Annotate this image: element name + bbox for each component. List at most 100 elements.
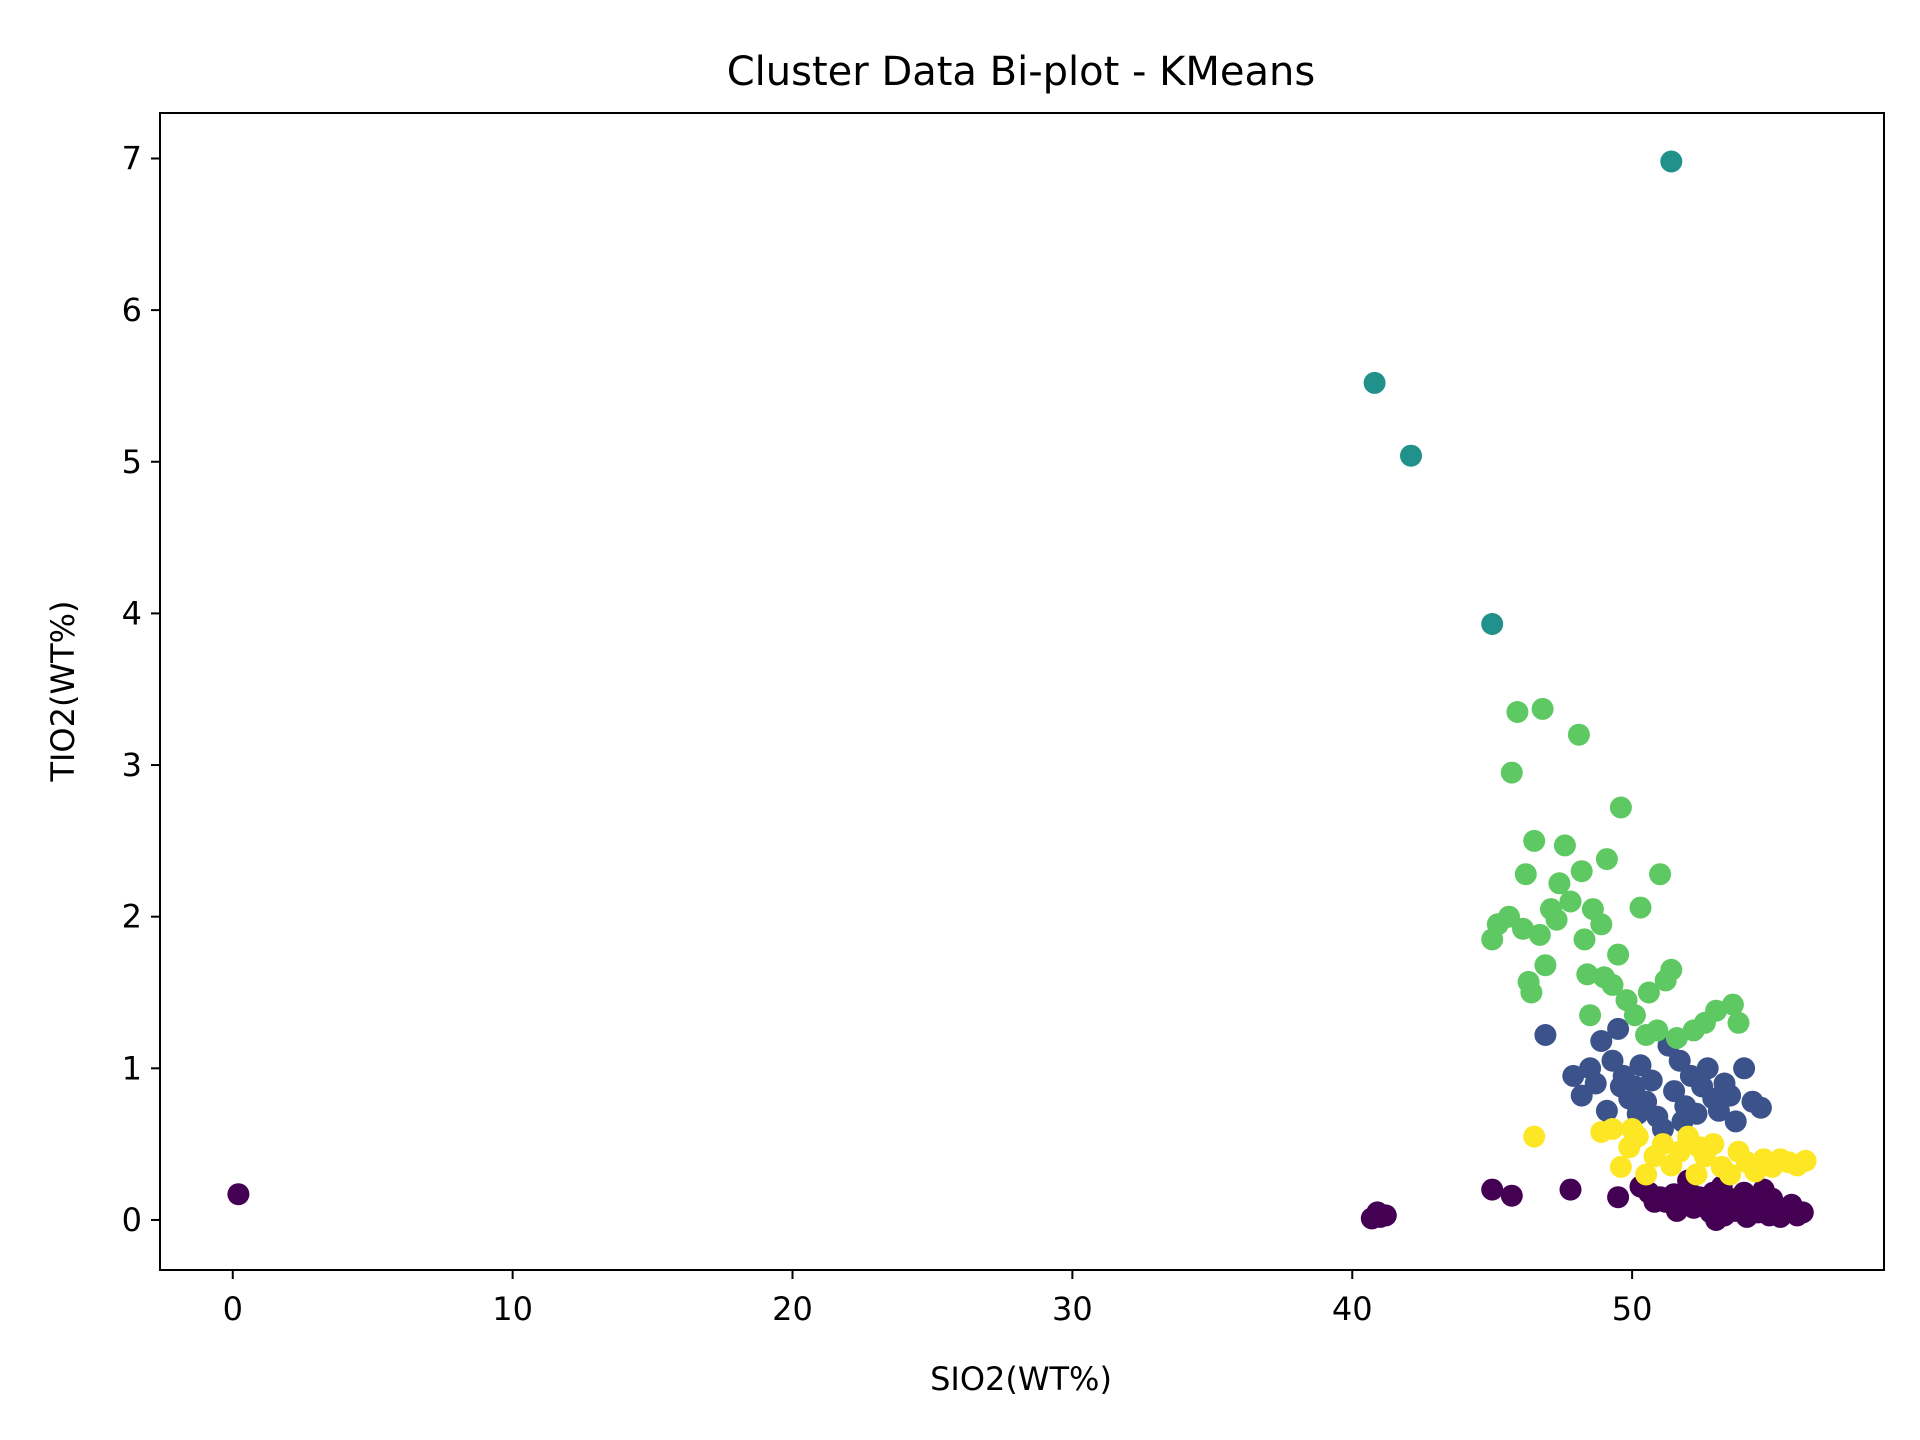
data-point-cluster-1 (1629, 1054, 1652, 1077)
data-point-cluster-4 (1523, 1125, 1546, 1148)
data-point-cluster-1 (1595, 1099, 1618, 1122)
data-point-cluster-0 (1791, 1201, 1814, 1224)
data-point-cluster-3 (1570, 860, 1593, 883)
data-point-cluster-3 (1512, 917, 1534, 940)
data-point-cluster-4 (1688, 1136, 1711, 1159)
data-point-cluster-4 (1685, 1163, 1708, 1186)
y-axis-ticks: 0 1 2 3 4 5 6 7 (122, 139, 160, 1239)
x-tick-label: 40 (1332, 1290, 1373, 1328)
data-point-cluster-4 (1719, 1163, 1742, 1186)
data-point-cluster-4 (1609, 1155, 1632, 1178)
data-point-cluster-0 (1481, 1178, 1504, 1201)
data-point-cluster-4 (1621, 1118, 1644, 1140)
plot-area-frame (159, 112, 1885, 1271)
chart-title: Cluster Data Bi-plot - KMeans (727, 49, 1315, 95)
y-tick-label: 0 (122, 1201, 142, 1239)
data-point-cluster-1 (1724, 1110, 1747, 1133)
data-point-cluster-3 (1559, 890, 1582, 913)
data-point-cluster-1 (1601, 1049, 1624, 1072)
data-point-cluster-0 (1559, 1178, 1582, 1201)
data-point-cluster-1 (1719, 1084, 1742, 1107)
data-point-cluster-3 (1665, 1027, 1688, 1049)
data-point-cluster-4 (1794, 1149, 1817, 1172)
data-point-cluster-1 (1590, 1030, 1613, 1052)
data-point-cluster-3 (1635, 1024, 1658, 1046)
data-point-cluster-2 (1363, 371, 1386, 394)
data-point-cluster-2 (1660, 150, 1683, 173)
data-point-cluster-3 (1553, 834, 1576, 857)
data-point-cluster-3 (1607, 943, 1630, 966)
data-point-cluster-1 (1640, 1069, 1663, 1092)
data-point-cluster-1 (1534, 1024, 1557, 1046)
y-tick-label: 1 (122, 1049, 142, 1087)
data-point-cluster-1 (1733, 1057, 1756, 1080)
data-point-cluster-0 (1733, 1181, 1756, 1204)
data-point-cluster-3 (1637, 981, 1660, 1004)
data-point-cluster-3 (1548, 872, 1571, 895)
data-point-cluster-3 (1629, 896, 1652, 919)
x-tick-label: 10 (492, 1290, 533, 1328)
x-tick-label: 50 (1612, 1290, 1653, 1328)
data-point-cluster-3 (1595, 848, 1618, 871)
data-point-cluster-1 (1707, 1099, 1730, 1122)
data-point-cluster-1 (1749, 1096, 1772, 1119)
y-tick-label: 7 (122, 139, 142, 177)
data-point-cluster-0 (227, 1183, 250, 1206)
data-point-cluster-4 (1601, 1118, 1624, 1140)
data-point-cluster-3 (1545, 908, 1568, 931)
data-point-cluster-0 (1374, 1204, 1397, 1227)
data-point-cluster-3 (1567, 723, 1590, 746)
data-point-cluster-3 (1660, 958, 1683, 981)
data-point-cluster-0 (1607, 1186, 1630, 1209)
data-point-cluster-3 (1705, 999, 1728, 1022)
data-point-cluster-3 (1573, 928, 1596, 951)
y-tick-label: 4 (122, 594, 142, 632)
y-tick-label: 2 (122, 898, 142, 936)
data-point-cluster-0 (1705, 1209, 1728, 1231)
data-point-cluster-3 (1506, 701, 1529, 723)
data-point-cluster-3 (1528, 923, 1551, 946)
data-point-cluster-1 (1607, 1017, 1630, 1040)
data-point-cluster-3 (1593, 966, 1616, 989)
data-points (227, 150, 1817, 1231)
data-point-cluster-0 (1643, 1190, 1666, 1213)
data-point-cluster-2 (1400, 444, 1422, 467)
data-point-cluster-3 (1523, 829, 1546, 852)
data-point-cluster-1 (1651, 1118, 1674, 1140)
data-point-cluster-1 (1562, 1064, 1585, 1087)
data-point-cluster-1 (1668, 1049, 1691, 1072)
x-axis-ticks: 0 10 20 30 40 50 (223, 1270, 1653, 1328)
data-point-cluster-1 (1584, 1072, 1607, 1095)
x-tick-label: 30 (1052, 1290, 1093, 1328)
data-point-cluster-1 (1663, 1080, 1686, 1103)
data-point-cluster-3 (1500, 761, 1523, 784)
data-point-cluster-1 (1609, 1075, 1632, 1098)
data-point-cluster-1 (1696, 1057, 1719, 1080)
data-point-cluster-3 (1514, 863, 1537, 886)
y-tick-label: 5 (122, 443, 142, 481)
data-point-cluster-4 (1635, 1163, 1658, 1186)
x-tick-label: 20 (772, 1290, 813, 1328)
data-point-cluster-3 (1609, 796, 1632, 819)
data-point-cluster-3 (1727, 1011, 1750, 1034)
data-point-cluster-3 (1531, 697, 1554, 720)
x-tick-label: 0 (223, 1290, 243, 1328)
data-point-cluster-3 (1623, 1004, 1646, 1027)
data-point-cluster-3 (1576, 963, 1599, 986)
data-point-cluster-0 (1665, 1199, 1688, 1222)
data-point-cluster-3 (1590, 913, 1613, 936)
data-point-cluster-3 (1534, 954, 1557, 977)
data-point-cluster-2 (1481, 613, 1504, 635)
y-tick-label: 6 (122, 291, 142, 329)
y-tick-label: 3 (122, 746, 142, 784)
x-axis-label: SIO2(WT%) (930, 1360, 1112, 1398)
data-point-cluster-4 (1651, 1133, 1674, 1156)
data-point-cluster-0 (1500, 1184, 1523, 1207)
data-point-cluster-3 (1649, 863, 1672, 886)
data-point-cluster-3 (1579, 1004, 1602, 1027)
data-point-cluster-3 (1520, 981, 1543, 1004)
y-axis-label: TIO2(WT%) (44, 600, 82, 782)
data-point-cluster-0 (1761, 1187, 1784, 1210)
